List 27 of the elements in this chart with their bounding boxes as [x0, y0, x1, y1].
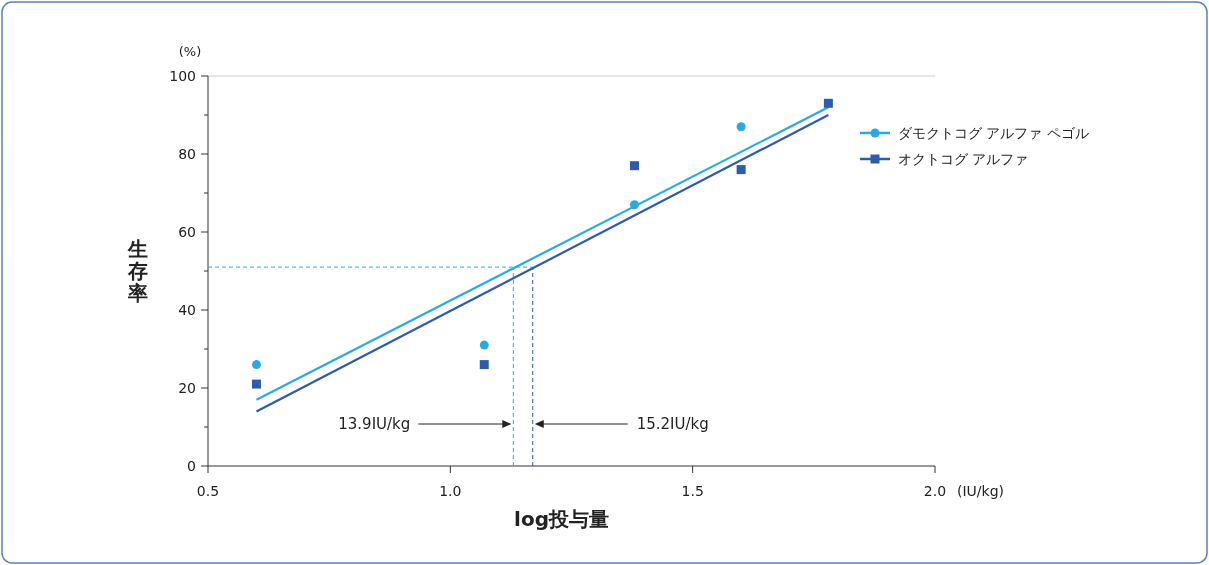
x-tick-label: 1.5 [681, 483, 704, 499]
y-tick-label: 60 [178, 223, 196, 240]
point [479, 360, 489, 370]
x-tick-label: 2.0 [923, 483, 947, 499]
y-tick-label: 40 [178, 301, 196, 318]
y-tick-label: 20 [178, 379, 196, 396]
legend-label: オクトコグ アルファ [898, 150, 1029, 167]
ref-line-label: 15.2IU/kg [636, 415, 709, 434]
x-tick-label: 0.5 [196, 483, 220, 499]
text: (IU/kg) [957, 483, 1005, 499]
point [251, 360, 261, 370]
x-tick-label: 1.0 [439, 483, 462, 499]
point [251, 379, 261, 389]
point [479, 340, 489, 350]
y-tick-label: 0 [187, 457, 196, 474]
point [823, 98, 833, 108]
point [736, 122, 746, 132]
x-axis-title: log投与量 [514, 507, 609, 531]
y-axis-title: 生存率 [127, 237, 148, 305]
legend-label: ダモクトコグ アルファ ペゴル [898, 124, 1089, 141]
text: (%) [178, 44, 202, 59]
point [630, 161, 640, 171]
y-tick-label: 80 [178, 145, 196, 162]
point [736, 165, 746, 175]
y-tick-label: 100 [169, 67, 196, 84]
point [630, 200, 640, 210]
ref-line-label: 13.9IU/kg [338, 415, 411, 434]
